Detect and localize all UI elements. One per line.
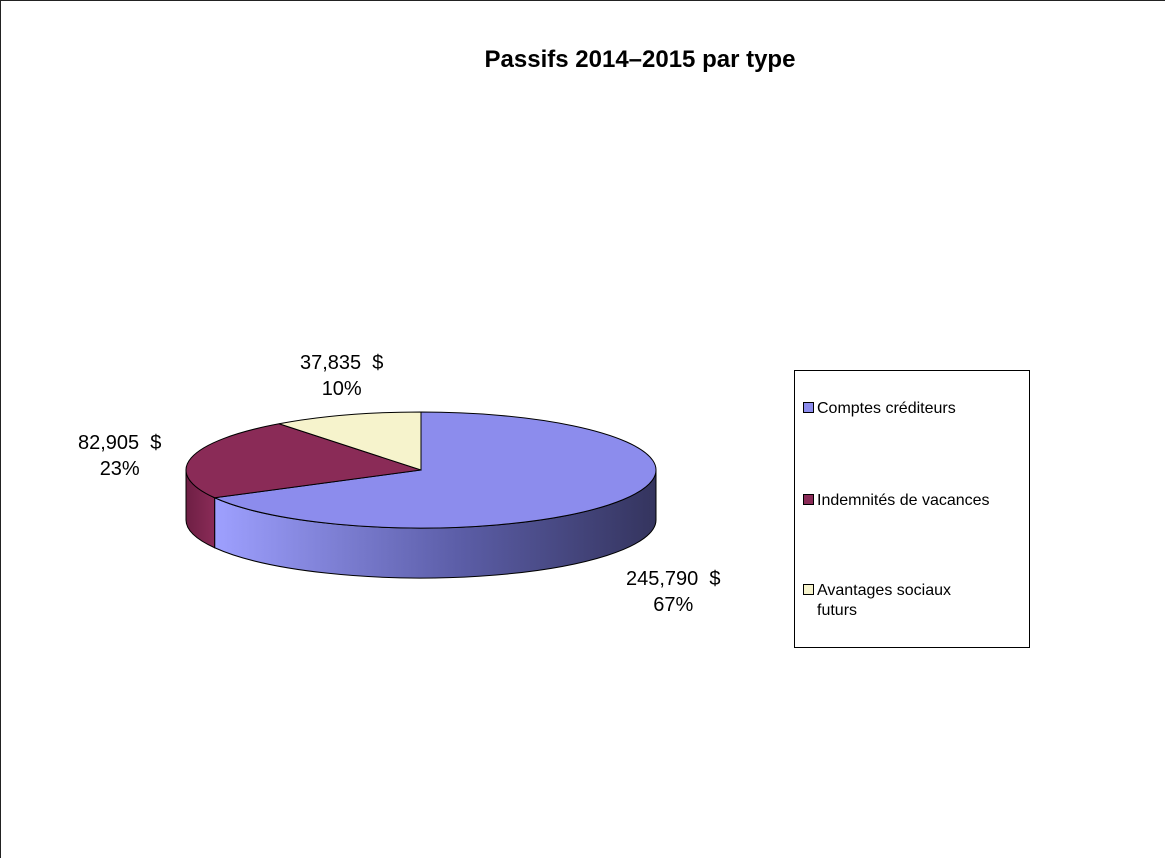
chart-title: Passifs 2014–2015 par type (484, 46, 796, 73)
chart-legend: Comptes créditeurs Indemnités de vacance… (794, 370, 1030, 648)
pie-slice-comptes-crediteurs (212, 411, 657, 529)
data-label-indemnites-de-vacances: 82,905 $ 23% (78, 432, 162, 480)
pie-slice-indemnites-de-vacances (185, 423, 422, 499)
legend-swatch (803, 494, 814, 505)
data-label-comptes-crediteurs: 245,790 $ 67% (626, 568, 721, 616)
legend-item-avantages-sociaux-futurs: Avantages sociaux futurs (803, 581, 993, 621)
legend-swatch (803, 584, 814, 595)
pie-slice-avantages-sociaux-futurs (278, 411, 422, 471)
data-label-avantages-sociaux-futurs: 37,835 $ 10% (300, 352, 384, 400)
legend-item-indemnites-de-vacances: Indemnités de vacances (803, 491, 990, 511)
legend-item-comptes-crediteurs: Comptes créditeurs (803, 399, 956, 419)
legend-swatch (803, 402, 814, 413)
